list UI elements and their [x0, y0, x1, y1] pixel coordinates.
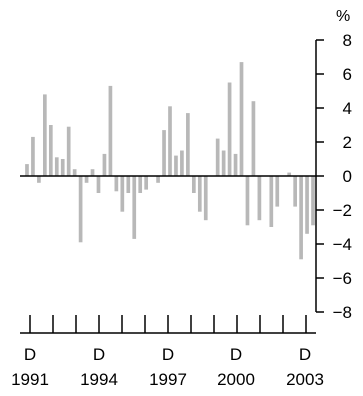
- bar: [287, 172, 292, 176]
- bar: [108, 85, 113, 176]
- y-tick-label: −8: [333, 303, 352, 322]
- bar: [43, 94, 47, 176]
- bar: [72, 169, 77, 176]
- bar: [293, 176, 297, 207]
- bar: [233, 153, 238, 176]
- bar: [31, 136, 35, 176]
- bar: [239, 62, 244, 176]
- bar: [245, 176, 250, 226]
- y-tick-label: −6: [333, 269, 352, 288]
- bar: [54, 157, 59, 176]
- bar: [25, 164, 29, 176]
- y-tick-label: −4: [333, 235, 352, 254]
- bar: [60, 159, 65, 176]
- bar: [269, 176, 274, 227]
- bar: [168, 106, 172, 176]
- bar: [96, 176, 101, 193]
- bar: [138, 176, 143, 193]
- bar: [48, 125, 53, 176]
- y-tick-label: 6: [343, 65, 352, 84]
- bar: [156, 176, 160, 183]
- x-tick-year-label: 1997: [149, 370, 187, 389]
- x-tick-month-label: D: [93, 345, 105, 364]
- bar: [144, 176, 149, 190]
- bar: [203, 176, 208, 221]
- bar: [257, 176, 262, 221]
- bar: [251, 101, 256, 176]
- bar: [114, 176, 119, 192]
- bar: [191, 176, 196, 193]
- bar: [78, 176, 83, 243]
- bar: [174, 155, 178, 176]
- bar: [221, 150, 226, 176]
- bar: [90, 169, 95, 176]
- x-tick-year-label: 2003: [286, 370, 324, 389]
- x-tick-month-label: D: [230, 345, 242, 364]
- bar: [186, 113, 190, 176]
- bar: [84, 176, 89, 183]
- x-axis-ticks: D 1991 D 1994 D 1997 D 2000 D 2003: [11, 315, 324, 389]
- x-tick-year-label: 2000: [217, 370, 255, 389]
- y-axis-ticks: 8 6 4 2 0 −2 −4 −6 −8: [316, 31, 352, 322]
- bar: [162, 130, 166, 176]
- bar: [102, 153, 107, 176]
- bar: [227, 82, 232, 176]
- bar: [311, 176, 315, 226]
- x-tick-year-label: 1991: [11, 370, 49, 389]
- x-tick-year-label: 1994: [80, 370, 118, 389]
- bars-group: [25, 62, 315, 260]
- x-tick-month-label: D: [162, 345, 174, 364]
- bar: [197, 176, 202, 212]
- bar: [305, 176, 309, 234]
- y-tick-label: 8: [343, 31, 352, 50]
- bar: [37, 176, 41, 183]
- bar: [215, 138, 220, 176]
- bar: [126, 176, 131, 193]
- y-tick-label: 4: [343, 99, 352, 118]
- y-axis-unit-label: %: [336, 8, 350, 25]
- y-tick-label: 0: [343, 167, 352, 186]
- x-tick-month-label: D: [24, 345, 36, 364]
- bar: [132, 176, 137, 239]
- y-tick-label: −2: [333, 201, 352, 220]
- y-tick-label: 2: [343, 133, 352, 152]
- x-tick-month-label: D: [299, 345, 311, 364]
- bar: [299, 176, 303, 260]
- bar: [275, 176, 280, 207]
- bar: [180, 150, 184, 176]
- bar: [66, 126, 71, 176]
- bar: [120, 176, 125, 212]
